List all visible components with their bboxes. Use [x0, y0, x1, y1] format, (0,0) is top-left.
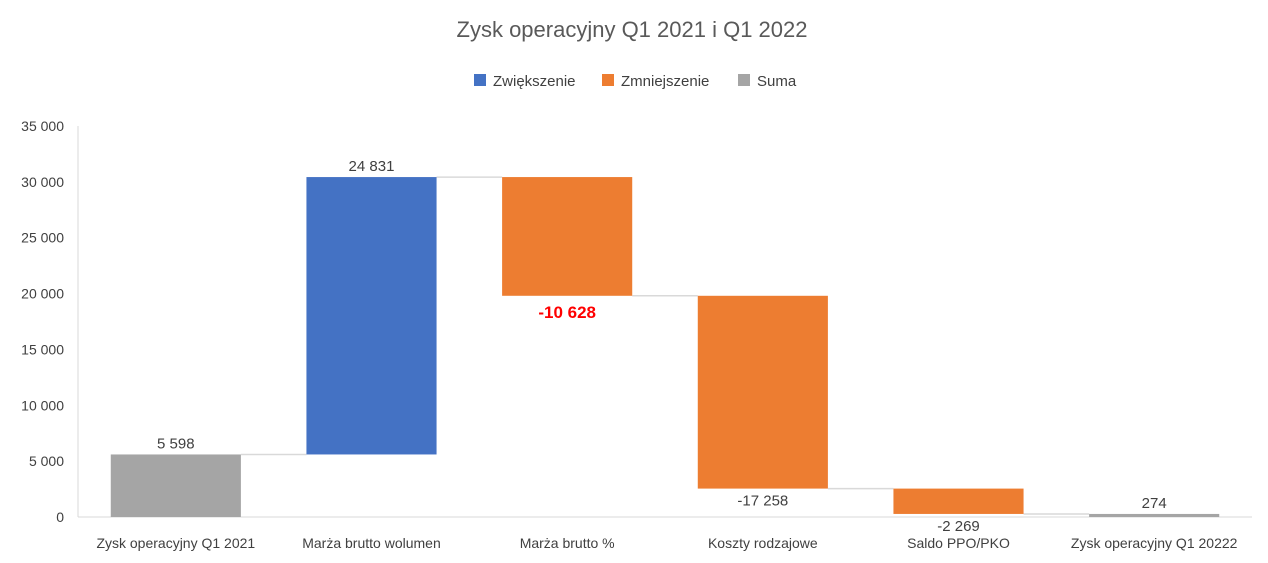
- y-tick-label: 35 000: [21, 118, 64, 134]
- bars: [110, 177, 1220, 517]
- legend-label: Zmniejszenie: [621, 73, 709, 90]
- bar: [1089, 513, 1220, 517]
- category-labels: Zysk operacyjny Q1 2021 Marża brutto wolu…: [96, 535, 1237, 551]
- data-label: 274: [1142, 495, 1167, 512]
- data-label: -10 628: [538, 303, 596, 322]
- category-label: Zysk operacyjny Q1 2021: [96, 535, 255, 551]
- category-label: Saldo PPO/PKO: [907, 535, 1010, 551]
- y-tick-label: 10 000: [21, 397, 64, 413]
- y-tick-label: 0: [56, 509, 64, 525]
- category-label: Zysk operacyjny Q1 20222: [1071, 535, 1238, 551]
- y-tick-label: 5 000: [29, 453, 64, 469]
- connectors: [240, 176, 1090, 515]
- legend-swatch: [474, 74, 486, 86]
- data-labels: 5 598 24 831 -10 628 -17 258 -2 269 274: [157, 158, 1167, 535]
- bar: [306, 177, 437, 455]
- bar: [110, 454, 241, 517]
- data-label: 5 598: [157, 435, 195, 452]
- bar: [893, 488, 1024, 514]
- chart-title: Zysk operacyjny Q1 2021 i Q1 2022: [457, 17, 808, 42]
- legend-label: Suma: [757, 73, 797, 90]
- legend-swatch: [602, 74, 614, 86]
- legend-label: Zwiększenie: [493, 73, 576, 90]
- y-tick-label: 30 000: [21, 174, 64, 190]
- data-label: -2 269: [937, 518, 980, 535]
- category-label: Marża brutto wolumen: [302, 535, 441, 551]
- category-label: Koszty rodzajowe: [708, 535, 818, 551]
- category-label: Marża brutto %: [520, 535, 615, 551]
- data-label: 24 831: [349, 158, 395, 175]
- y-tick-label: 20 000: [21, 286, 64, 302]
- data-label: -17 258: [737, 493, 788, 510]
- legend: Zwiększenie Zmniejszenie Suma: [474, 73, 797, 90]
- y-tick-label: 15 000: [21, 341, 64, 357]
- y-tick-label: 25 000: [21, 230, 64, 246]
- bar: [697, 295, 828, 489]
- axes: 0 5 000 10 000 15 000 20 000 25 000 30 000 35 0…: [21, 118, 1252, 525]
- bar: [502, 177, 633, 296]
- legend-swatch: [738, 74, 750, 86]
